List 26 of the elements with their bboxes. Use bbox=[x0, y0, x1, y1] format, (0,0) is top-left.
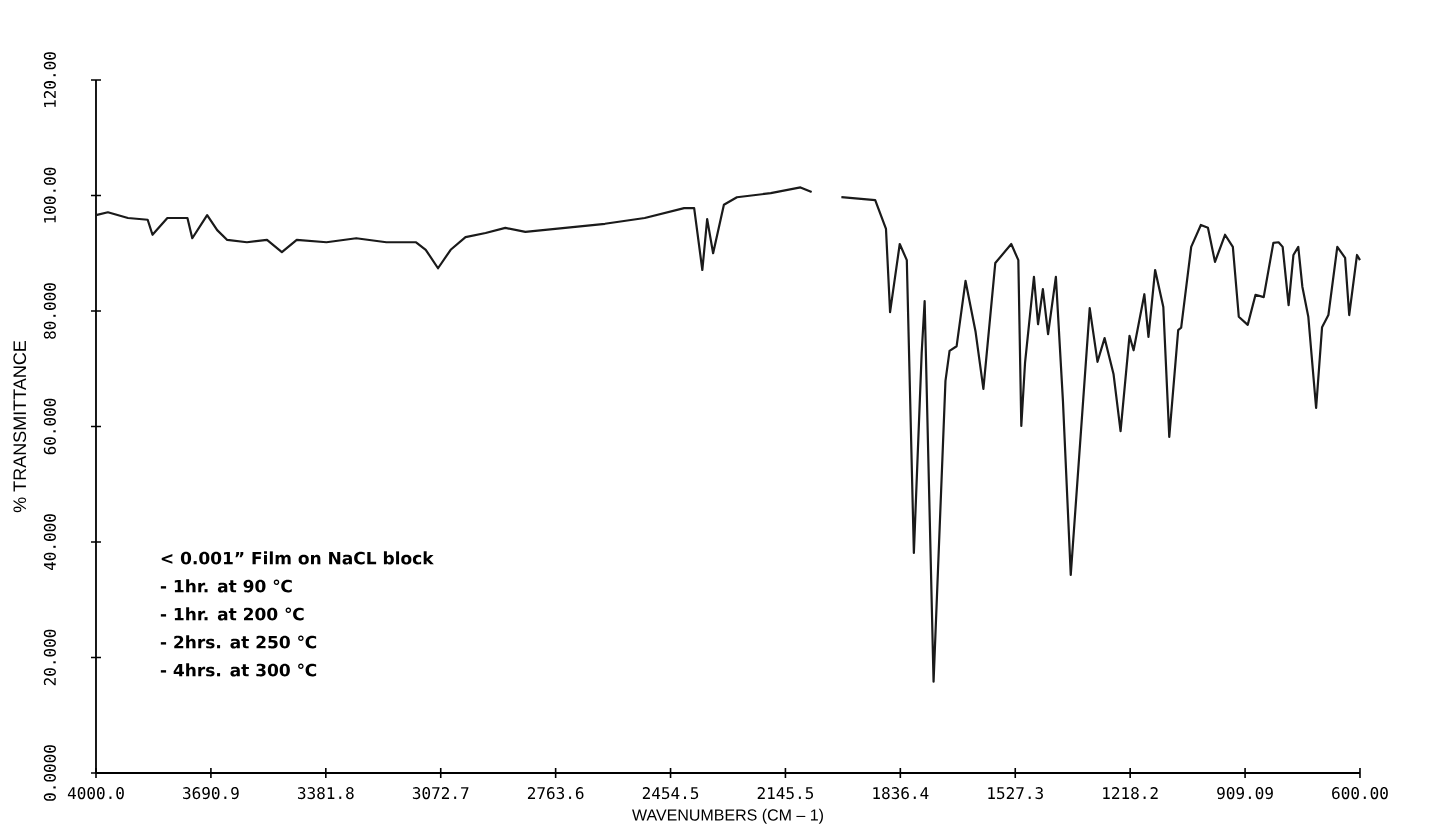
x-axis-title: WAVENUMBERS (CM – 1) bbox=[632, 808, 823, 824]
x-tick-label: 909.09 bbox=[1217, 787, 1273, 800]
y-tick-label: 80.000 bbox=[43, 283, 56, 339]
y-tick-label: 0.0000 bbox=[43, 745, 56, 801]
annotation: - 4hrs. at 300 ℃ bbox=[160, 663, 317, 677]
x-tick-label: 2763.6 bbox=[527, 787, 584, 800]
x-tick-label: 2145.5 bbox=[757, 787, 814, 800]
x-tick-label: 1527.3 bbox=[988, 787, 1043, 800]
y-tick-label: 20.000 bbox=[43, 629, 56, 686]
annotation: - 1hr. at 90 ℃ bbox=[160, 579, 292, 593]
y-tick-label: 40.000 bbox=[43, 514, 56, 571]
y-tick-label: 60.000 bbox=[43, 398, 56, 455]
x-tick-label: 600.00 bbox=[1332, 787, 1388, 800]
annotation: - 1hr. at 200 ℃ bbox=[160, 607, 304, 621]
x-tick-label: 3072.7 bbox=[412, 787, 469, 800]
annotation: - 2hrs. at 250 ℃ bbox=[160, 635, 317, 649]
x-tick-label: 1218.2 bbox=[1103, 787, 1158, 800]
annotation: < 0.001” Film on NaCL block bbox=[161, 551, 434, 565]
y-axis-title: % TRANSMITTANCE bbox=[13, 340, 27, 513]
x-tick-label: 2454.5 bbox=[642, 787, 699, 800]
x-tick-label: 3381.8 bbox=[297, 787, 354, 800]
y-tick-label: 120.00 bbox=[43, 52, 56, 107]
x-tick-label: 1836.4 bbox=[873, 787, 929, 800]
x-tick-label: 4000.0 bbox=[67, 787, 124, 800]
x-tick-label: 3690.9 bbox=[183, 787, 239, 800]
y-tick-label: 100.00 bbox=[43, 167, 56, 223]
